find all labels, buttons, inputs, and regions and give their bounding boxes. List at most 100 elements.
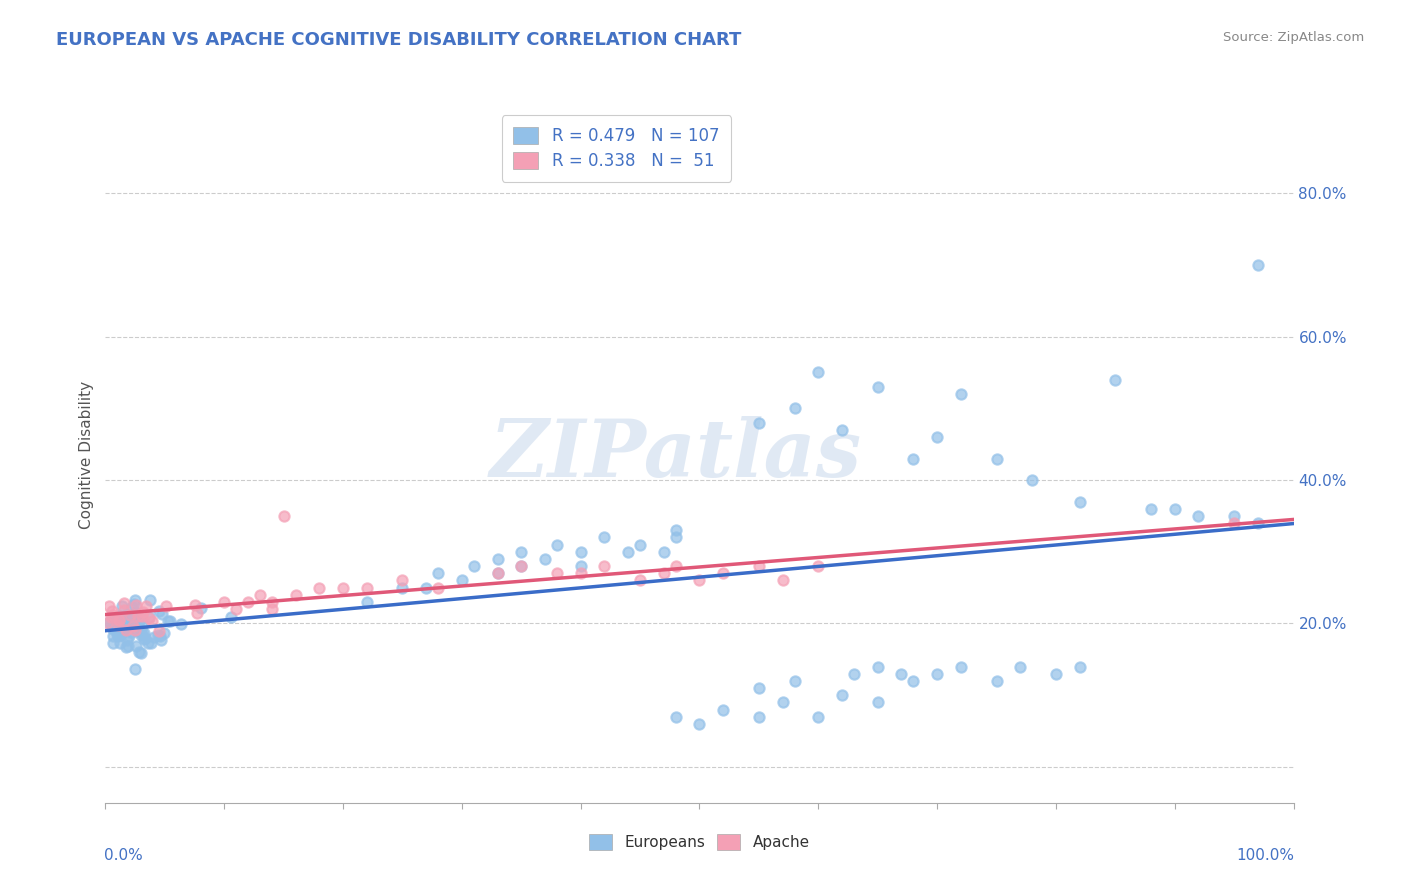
Point xyxy=(125,624,148,639)
Text: 100.0%: 100.0% xyxy=(1237,848,1295,863)
Point xyxy=(159,614,181,628)
Point xyxy=(125,612,148,626)
Point xyxy=(138,592,160,607)
Point xyxy=(112,596,135,610)
Point xyxy=(807,366,830,380)
Point xyxy=(135,599,157,613)
Point xyxy=(1140,501,1163,516)
Point xyxy=(100,610,122,624)
Point xyxy=(138,636,160,650)
Point xyxy=(831,423,853,437)
Point xyxy=(111,624,134,638)
Point xyxy=(105,612,128,626)
Point xyxy=(569,559,592,574)
Point xyxy=(124,618,146,632)
Point xyxy=(127,608,149,623)
Point xyxy=(131,611,153,625)
Point xyxy=(141,636,163,650)
Point xyxy=(134,631,156,645)
Point xyxy=(866,695,889,709)
Point xyxy=(1069,659,1091,673)
Point xyxy=(138,610,160,624)
Point xyxy=(510,559,533,574)
Point xyxy=(105,621,128,635)
Point xyxy=(486,566,509,581)
Point xyxy=(949,387,972,401)
Point xyxy=(427,581,450,595)
Point xyxy=(129,628,152,642)
Point xyxy=(115,640,138,654)
Point xyxy=(150,607,173,621)
Point xyxy=(170,617,193,632)
Point xyxy=(249,588,271,602)
Point xyxy=(117,639,139,653)
Point xyxy=(101,604,124,618)
Point xyxy=(117,618,139,632)
Point xyxy=(104,619,127,633)
Point xyxy=(184,599,207,613)
Point xyxy=(120,608,142,623)
Point xyxy=(665,710,688,724)
Point xyxy=(134,632,156,646)
Point xyxy=(1164,501,1187,516)
Point xyxy=(225,602,247,616)
Point xyxy=(986,451,1008,466)
Point xyxy=(112,603,135,617)
Point xyxy=(569,566,592,581)
Point xyxy=(100,620,122,634)
Point xyxy=(807,559,830,574)
Point xyxy=(748,559,770,574)
Point xyxy=(101,636,124,650)
Point xyxy=(391,574,413,588)
Point xyxy=(100,616,122,631)
Point xyxy=(98,615,121,630)
Point xyxy=(108,635,131,649)
Point xyxy=(1021,473,1043,487)
Point xyxy=(125,639,148,653)
Point xyxy=(427,566,450,581)
Point xyxy=(131,646,153,660)
Point xyxy=(214,595,236,609)
Point xyxy=(903,673,925,688)
Point xyxy=(103,629,125,643)
Point xyxy=(190,601,212,615)
Text: ZIPatlas: ZIPatlas xyxy=(489,417,862,493)
Point xyxy=(949,659,972,673)
Point xyxy=(122,609,145,624)
Point xyxy=(105,627,128,641)
Point xyxy=(127,614,149,628)
Point xyxy=(138,609,160,624)
Point xyxy=(114,608,136,623)
Point xyxy=(308,581,330,595)
Y-axis label: Cognitive Disability: Cognitive Disability xyxy=(79,381,94,529)
Point xyxy=(124,662,146,676)
Point xyxy=(131,609,153,624)
Point xyxy=(101,622,124,636)
Point xyxy=(108,623,131,637)
Point xyxy=(1247,516,1270,530)
Point xyxy=(463,559,485,574)
Point xyxy=(842,666,865,681)
Point xyxy=(1223,516,1246,530)
Point xyxy=(1187,508,1209,523)
Point xyxy=(125,616,148,631)
Point xyxy=(117,628,139,642)
Point xyxy=(356,581,378,595)
Point xyxy=(1010,659,1032,673)
Point xyxy=(124,592,146,607)
Point xyxy=(117,632,139,647)
Point xyxy=(108,613,131,627)
Point xyxy=(569,545,592,559)
Point xyxy=(866,380,889,394)
Point xyxy=(486,552,509,566)
Point xyxy=(665,523,688,537)
Point xyxy=(103,608,125,623)
Point xyxy=(534,552,557,566)
Point xyxy=(486,566,509,581)
Point xyxy=(121,619,143,633)
Point xyxy=(510,559,533,574)
Text: EUROPEAN VS APACHE COGNITIVE DISABILITY CORRELATION CHART: EUROPEAN VS APACHE COGNITIVE DISABILITY … xyxy=(56,31,741,49)
Point xyxy=(115,617,138,632)
Point xyxy=(415,581,437,595)
Point xyxy=(132,605,155,619)
